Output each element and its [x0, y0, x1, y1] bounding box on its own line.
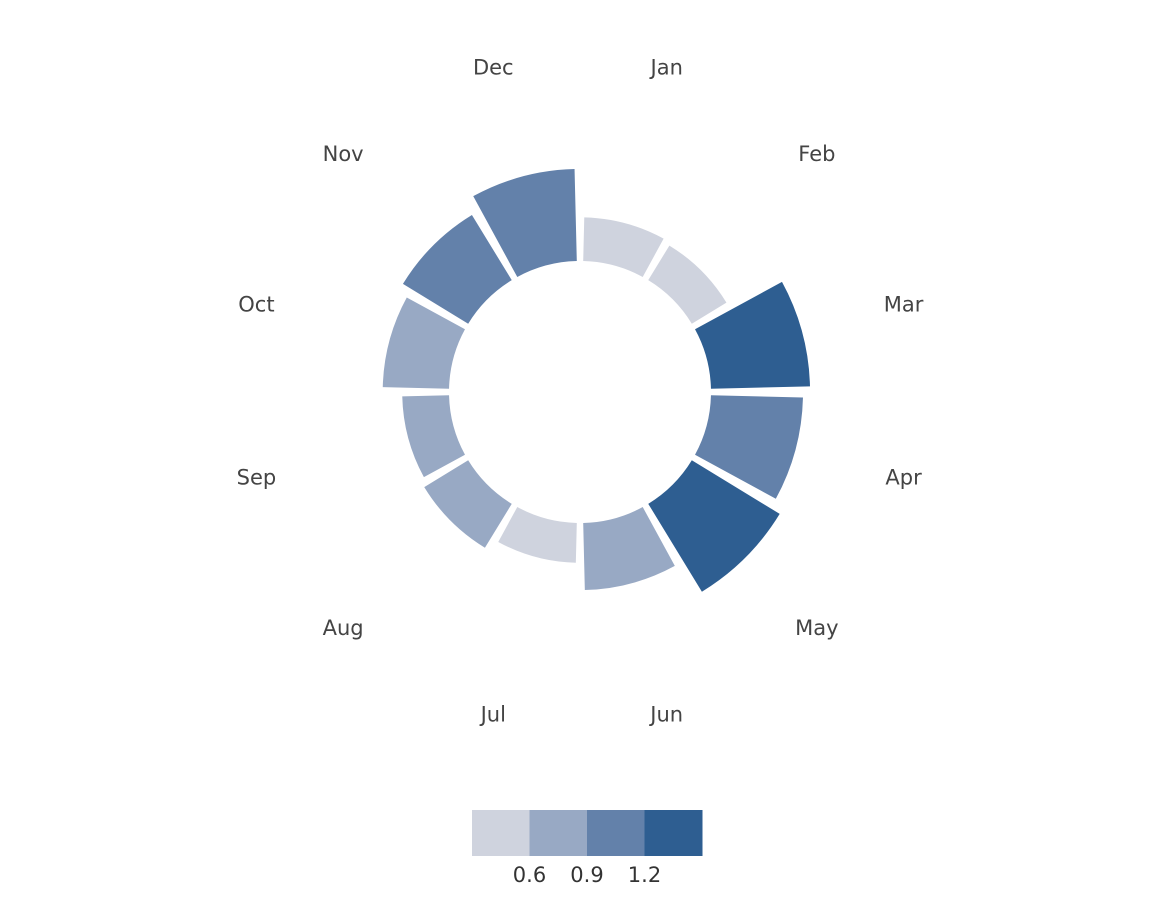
month-label-jun: Jun	[648, 703, 683, 727]
bar-jan	[583, 217, 664, 277]
color-legend: 0.6 0.9 1.2	[472, 810, 703, 887]
bar-jun	[583, 507, 675, 591]
bar-aug	[424, 460, 512, 548]
month-label-feb: Feb	[798, 142, 835, 166]
month-label-mar: Mar	[884, 292, 924, 316]
month-label-sep: Sep	[237, 466, 277, 490]
month-label-nov: Nov	[323, 142, 364, 166]
legend-swatch-2	[529, 810, 588, 856]
legend-swatch-4	[644, 810, 703, 856]
bar-jul	[498, 507, 577, 563]
legend-tick-label: 0.6	[513, 863, 546, 887]
month-label-may: May	[795, 616, 838, 640]
month-label-apr: Apr	[885, 466, 922, 490]
bar-feb	[648, 245, 727, 324]
month-label-jan: Jan	[649, 55, 683, 79]
bar-layer	[382, 169, 810, 592]
bar-dec	[473, 169, 577, 277]
legend-tick-label: 0.9	[570, 863, 603, 887]
month-label-layer: Jan Feb Mar Apr May Jun Jul Aug Sep Oct Nov Dec	[237, 55, 924, 726]
month-label-jul: Jul	[479, 703, 506, 727]
bar-mar	[695, 281, 810, 389]
legend-swatch-3	[587, 810, 645, 856]
legend-tick-label: 1.2	[628, 863, 661, 887]
month-label-oct: Oct	[238, 292, 274, 316]
month-label-dec: Dec	[473, 55, 514, 79]
month-label-aug: Aug	[323, 616, 364, 640]
bar-oct	[382, 297, 465, 389]
bar-may	[648, 460, 780, 592]
bar-nov	[402, 214, 512, 324]
bar-sep	[402, 395, 465, 478]
legend-swatch-1	[472, 810, 530, 856]
bar-apr	[695, 395, 803, 499]
